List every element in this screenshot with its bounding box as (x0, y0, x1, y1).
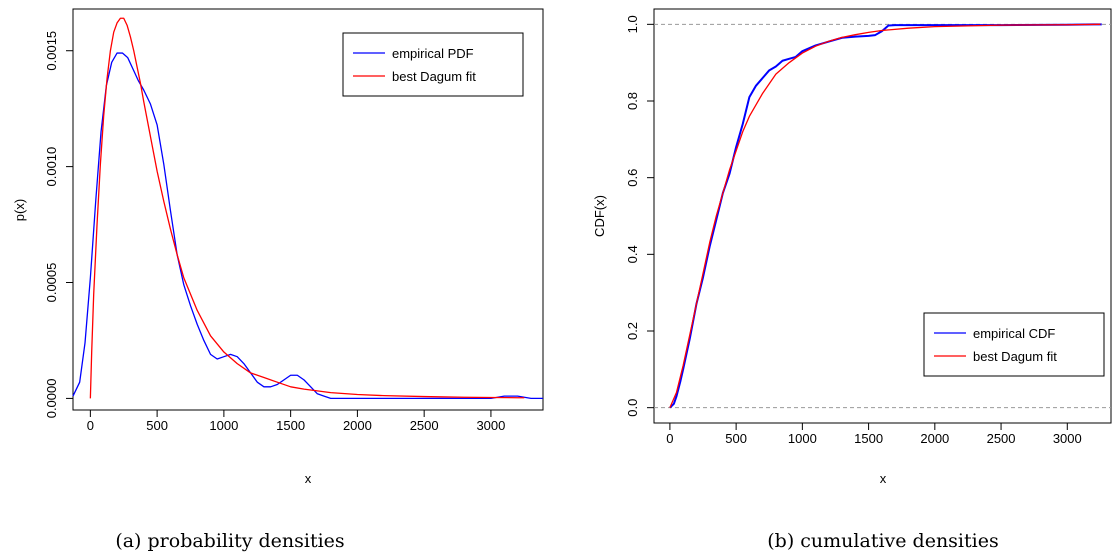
series-line-empirical-pdf (72, 52, 543, 400)
y-axis-title-b: CDF(x) (592, 195, 607, 237)
y-axis-a: 0.0000 0.0005 0.0010 0.0015 (44, 31, 73, 418)
x-tick-label-3: 1500 (854, 431, 883, 446)
x-tick-label-4: 2000 (920, 431, 949, 446)
x-tick-label-2: 1000 (788, 431, 817, 446)
x-tick-label-5: 2500 (410, 418, 439, 433)
series-line-best-dagum-fit (89, 17, 525, 399)
x-tick-label-6: 3000 (1053, 431, 1082, 446)
series-lines-b (669, 23, 1102, 409)
x-tick-label-0: 0 (666, 431, 673, 446)
panel-b: 0 500 1000 1500 2000 2500 3000 0.0 0.2 0.4 0.6 0.8… (592, 8, 1112, 552)
plot-frame-b (653, 8, 1112, 424)
caption-b: (b) cumulative densities (767, 530, 998, 552)
x-axis-title-a: x (305, 471, 312, 486)
y-tick-label-2: 0.0010 (44, 147, 59, 187)
y-axis-b: 0.0 0.2 0.4 0.6 0.8 1.0 (625, 15, 654, 417)
plot-frame-a (72, 8, 544, 411)
x-axis-a: 0 500 1000 1500 2000 2500 3000 (87, 410, 505, 433)
legend-label-dagum-fit-a: best Dagum fit (392, 69, 476, 84)
legend-box-a (342, 32, 524, 97)
panel-a: 0 500 1000 1500 2000 2500 3000 0.00000.00050.0… (12, 8, 544, 552)
y-tick-label-5: 1.0 (625, 15, 640, 33)
x-tick-label-4: 2000 (343, 418, 372, 433)
y-axis-title-a: p(x) (12, 199, 27, 221)
x-tick-label-3: 1500 (276, 418, 305, 433)
x-tick-label-6: 3000 (476, 418, 505, 433)
y-tick-label-0: 0.0 (625, 399, 640, 417)
legend-label-dagum-fit-b: best Dagum fit (973, 349, 1057, 364)
series-lines-a (72, 17, 543, 400)
legend-label-empirical-cdf: empirical CDF (973, 326, 1055, 341)
y-tick-label-1: 0.0005 (44, 263, 59, 303)
legend-a: empirical PDF best Dagum fit (342, 32, 524, 97)
x-axis-title-b: x (880, 471, 887, 486)
legend-label-empirical-pdf: empirical PDF (392, 46, 474, 61)
y-tick-label-3: 0.0015 (44, 31, 59, 71)
x-tick-label-1: 500 (146, 418, 168, 433)
y-tick-label-0: 0.0000 (44, 379, 59, 419)
x-tick-label-0: 0 (87, 418, 94, 433)
y-tick-label-3: 0.6 (625, 169, 640, 187)
x-tick-label-2: 1000 (209, 418, 238, 433)
y-tick-label-2: 0.4 (625, 245, 640, 263)
legend-box-b (923, 312, 1105, 377)
x-tick-label-1: 500 (725, 431, 747, 446)
x-axis-b: 0 500 1000 1500 2000 2500 3000 (666, 423, 1082, 446)
x-tick-label-5: 2500 (987, 431, 1016, 446)
caption-a: (a) probability densities (115, 530, 344, 552)
series-line-best-dagum-fit (669, 23, 1101, 408)
y-tick-label-1: 0.2 (625, 322, 640, 340)
legend-b: empirical CDF best Dagum fit (923, 312, 1105, 377)
y-tick-label-4: 0.8 (625, 92, 640, 110)
